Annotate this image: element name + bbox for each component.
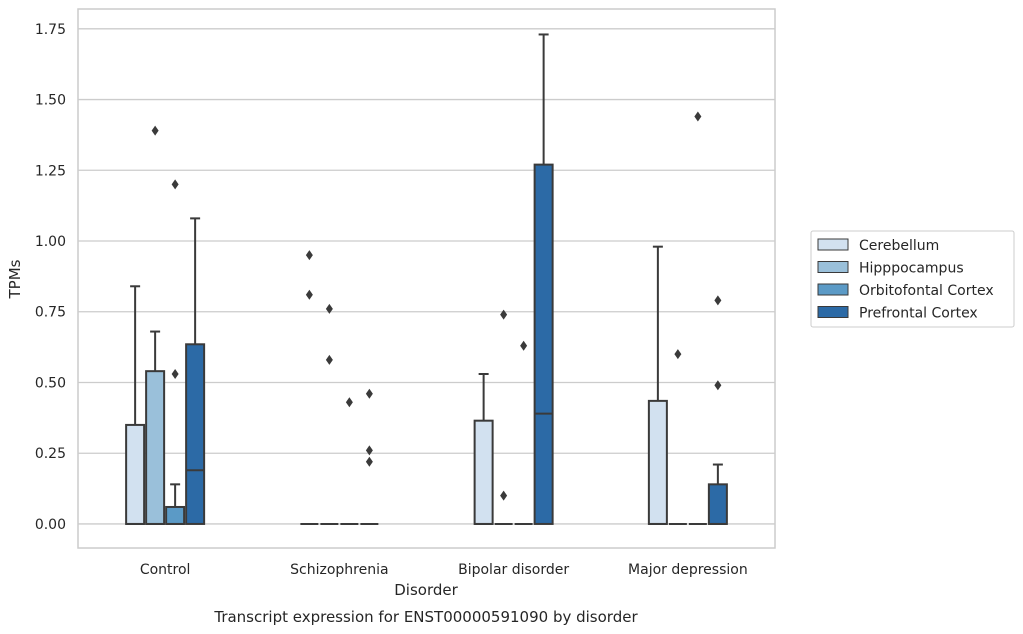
outlier-point (365, 456, 373, 467)
box-orbitofontal-cortex (340, 397, 359, 525)
outlier-point (520, 340, 528, 351)
box-body (647, 399, 668, 525)
legend-frame (810, 230, 1015, 328)
legend: Cerebellum Hipppocampus Orbitofontal Corte… (810, 230, 1015, 328)
box-body (185, 343, 206, 525)
outlier-point (674, 349, 682, 360)
y-axis-ticks: 0.00 0.25 0.50 0.75 1.00 1.25 1.50 1.75 (35, 22, 66, 533)
outlier-point (345, 397, 353, 408)
box-body (165, 505, 186, 525)
box-prefrontal-cortex (533, 33, 554, 525)
outlier-point (500, 309, 508, 320)
y-tick-label: 0.00 (35, 517, 66, 533)
legend-label: Prefrontal Cortex (859, 306, 978, 322)
outlier-point (151, 125, 159, 136)
x-tick-label: Schizophrenia (290, 562, 388, 578)
x-tick-label: Major depression (628, 562, 748, 578)
box-hipppocampus (145, 125, 166, 525)
box-prefrontal-cortex (185, 217, 206, 525)
outlier-point (365, 388, 373, 399)
outlier-point (714, 380, 722, 391)
legend-swatch (817, 306, 849, 318)
box-hipppocampus (320, 303, 339, 525)
x-axis-label: Disorder (394, 581, 458, 599)
grid-lines (78, 28, 775, 525)
box-body (533, 163, 554, 525)
outlier-point (171, 368, 179, 379)
x-tick-label: Bipolar disorder (458, 562, 569, 578)
box-body (707, 483, 728, 525)
x-axis-ticks: Control Schizophrenia Bipolar disorder Majo… (140, 562, 748, 578)
box-body (473, 419, 494, 525)
outlier-point (305, 250, 313, 261)
y-tick-label: 1.25 (35, 163, 66, 179)
box-body (125, 423, 146, 525)
y-tick-label: 1.50 (35, 93, 66, 109)
box-cerebellum (125, 285, 146, 525)
y-axis-label: TPMs (6, 259, 24, 299)
box-body (145, 370, 166, 525)
box-hipppocampus (668, 349, 687, 525)
y-tick-label: 1.00 (35, 234, 66, 250)
outlier-point (325, 303, 333, 314)
legend-label: Orbitofontal Cortex (859, 283, 994, 299)
outlier-point (500, 490, 508, 501)
outlier-point (714, 295, 722, 306)
x-tick-label: Control (140, 562, 191, 578)
legend-swatch (817, 283, 849, 296)
legend-label: Cerebellum (859, 238, 939, 254)
y-tick-label: 0.50 (35, 375, 66, 391)
box-prefrontal-cortex (707, 295, 728, 525)
box-orbitofontal-cortex (688, 111, 707, 525)
outlier-point (171, 179, 179, 190)
legend-swatch (817, 261, 849, 273)
plot-frame (77, 8, 776, 549)
y-tick-label: 0.25 (35, 446, 66, 462)
outlier-point (694, 111, 702, 122)
outlier-point (305, 289, 313, 300)
chart-caption: Transcript expression for ENST0000059109… (213, 608, 638, 626)
box-cerebellum (647, 245, 668, 525)
box-orbitofontal-cortex (165, 179, 186, 525)
legend-swatch (817, 238, 849, 251)
y-tick-label: 1.75 (35, 22, 66, 38)
plot-area (125, 33, 728, 525)
box-cerebellum (473, 372, 494, 525)
box-orbitofontal-cortex (514, 340, 533, 525)
outlier-point (365, 445, 373, 456)
box-cerebellum (300, 250, 319, 525)
box-hipppocampus (494, 309, 513, 525)
legend-label: Hipppocampus (859, 261, 964, 277)
outlier-point (325, 354, 333, 365)
box-prefrontal-cortex (360, 388, 379, 525)
y-tick-label: 0.75 (35, 305, 66, 321)
